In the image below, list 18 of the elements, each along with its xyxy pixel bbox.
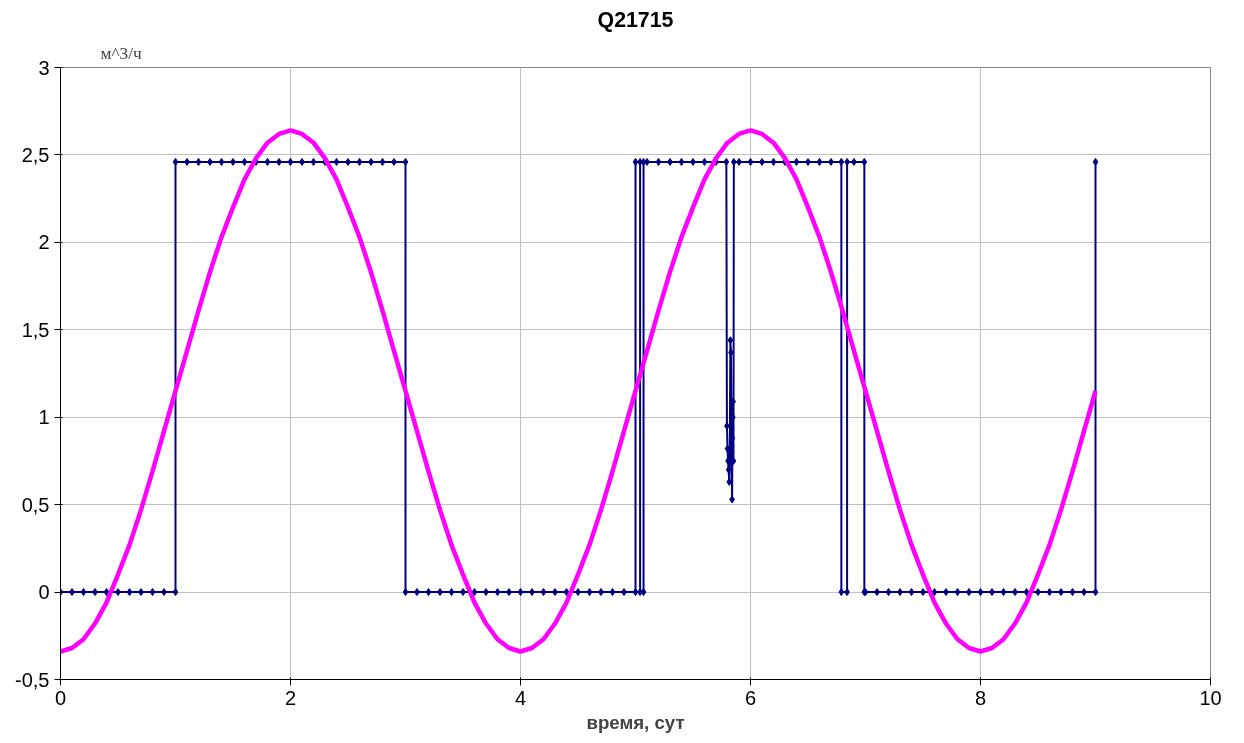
y-tick-label: -0,5	[15, 668, 50, 691]
y-tick-label: 1,5	[21, 318, 50, 341]
y-tick-label: 2,5	[21, 143, 50, 166]
x-tick-label: 4	[514, 686, 527, 709]
x-tick-label: 8	[974, 686, 987, 709]
x-tick-label: 10	[1199, 686, 1222, 709]
y-axis-title: м^3/ч	[100, 43, 143, 63]
x-tick-label: 2	[284, 686, 297, 709]
chart-title: Q21715	[597, 7, 674, 32]
x-axis-title: время, сут	[586, 711, 685, 733]
y-tick-label: 0	[38, 581, 50, 604]
y-tick-label: 2	[38, 231, 50, 254]
y-tick-label: 0,5	[21, 493, 50, 516]
y-tick-label: 1	[38, 406, 50, 429]
x-tick-label: 6	[744, 686, 757, 709]
x-tick-label: 0	[54, 686, 67, 709]
y-tick-label: 3	[38, 56, 50, 79]
line-series	[60, 128, 1098, 654]
